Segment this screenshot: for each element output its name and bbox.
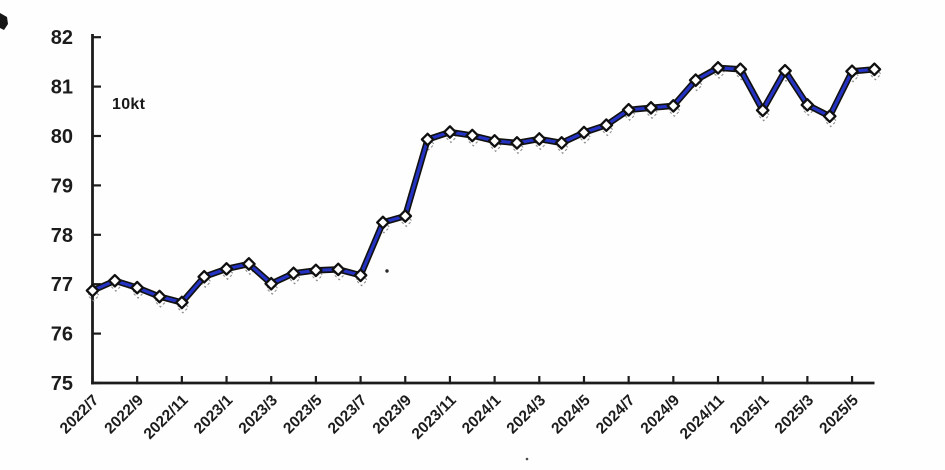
data-point-marker <box>152 289 167 304</box>
x-axis-tick-label: 2024/3 <box>504 392 550 438</box>
data-point-marker <box>197 269 212 284</box>
x-axis-tick-label: 2023/5 <box>280 392 326 438</box>
x-axis-tick-label: 2023/11 <box>409 392 460 443</box>
data-point-marker <box>510 136 524 150</box>
data-point-marker <box>733 62 748 77</box>
data-point-marker <box>465 128 480 143</box>
scan-speck <box>385 269 389 273</box>
y-axis-tick-label: 76 <box>51 324 73 346</box>
series-line <box>90 66 876 305</box>
data-point-marker <box>554 136 569 150</box>
data-point-marker <box>420 132 435 147</box>
data-point-marker <box>264 276 279 291</box>
data-point-marker <box>309 263 323 278</box>
data-point-marker <box>599 118 614 132</box>
data-point-marker <box>175 295 189 310</box>
data-point-marker <box>532 132 547 146</box>
x-axis-tick-label: 2022/11 <box>141 392 192 443</box>
y-axis-tick-label: 75 <box>51 373 73 395</box>
x-axis-tick-label: 2022/7 <box>57 392 103 438</box>
x-axis-tick-label: 2025/5 <box>816 392 862 438</box>
y-axis-tick-label: 80 <box>51 126 73 148</box>
data-point-marker <box>443 125 457 139</box>
y-axis-tick-label: 79 <box>51 175 73 197</box>
data-point-marker <box>621 102 636 117</box>
scan-speck <box>525 457 529 461</box>
x-axis-tick-label: 2025/1 <box>727 392 773 438</box>
data-point-marker <box>286 266 301 281</box>
data-point-marker <box>755 103 770 118</box>
x-axis-tick-label: 2023/7 <box>325 392 371 438</box>
scan-mark <box>0 13 8 30</box>
data-point-marker <box>219 262 234 276</box>
data-point-marker <box>130 280 145 295</box>
y-axis-tick-label: 82 <box>51 27 73 49</box>
x-axis-tick-label: 2023/3 <box>235 392 281 438</box>
data-point-marker <box>822 109 837 124</box>
data-point-marker <box>845 64 859 79</box>
data-point-marker <box>487 134 502 148</box>
data-point-marker <box>688 73 703 88</box>
unit-label: 10kt <box>112 96 146 113</box>
data-point-marker <box>85 283 100 298</box>
data-point-marker <box>398 209 413 223</box>
data-point-marker <box>867 62 882 77</box>
x-axis-tick-label: 2025/3 <box>772 392 818 438</box>
data-point-marker <box>800 98 815 112</box>
x-axis-tick-label: 2024/1 <box>459 392 505 438</box>
y-axis-tick-label: 78 <box>51 225 73 247</box>
x-axis-tick-label: 2024/7 <box>593 392 639 438</box>
x-axis-tick-label: 2024/5 <box>548 392 594 438</box>
data-point-marker <box>778 63 792 78</box>
data-point-marker <box>242 257 256 271</box>
data-point-marker <box>577 125 591 140</box>
data-point-marker <box>107 273 122 288</box>
x-axis-tick-label: 2023/1 <box>191 392 237 438</box>
y-axis-tick-label: 77 <box>51 274 73 296</box>
data-point-marker <box>376 215 390 230</box>
x-axis-tick-label: 2024/11 <box>677 392 728 443</box>
data-point-marker <box>644 100 658 115</box>
data-point-marker <box>711 60 725 75</box>
data-point-marker <box>353 268 368 283</box>
data-point-marker <box>331 262 346 277</box>
data-point-marker <box>666 99 681 113</box>
y-axis-tick-label: 81 <box>51 77 73 99</box>
